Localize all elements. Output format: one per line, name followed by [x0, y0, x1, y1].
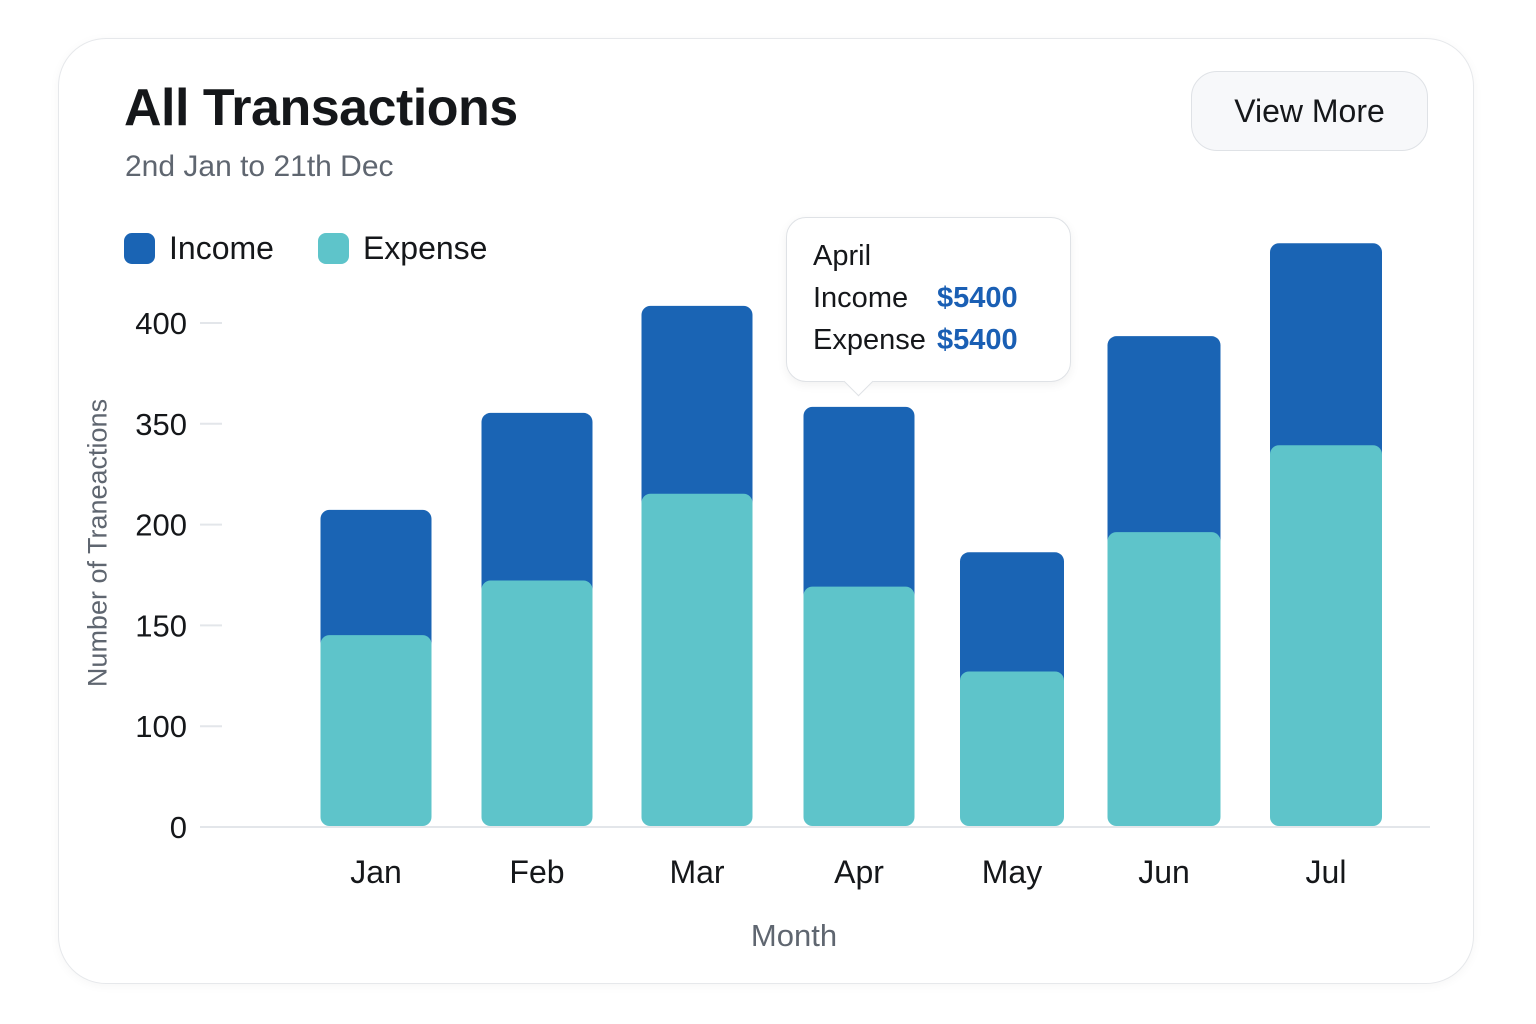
bar-income-jul [1270, 243, 1382, 466]
view-more-button[interactable]: View More [1191, 71, 1428, 151]
bar-income-may [960, 552, 1064, 692]
bar-expense-feb [481, 580, 593, 826]
y-tick-label: 400 [135, 306, 187, 341]
chart-tooltip: April Income $5400 Expense $5400 [786, 217, 1071, 397]
tooltip-expense-value: $5400 [937, 324, 1018, 356]
bar-expense-apr [803, 586, 915, 826]
tooltip-income-value: $5400 [937, 282, 1018, 314]
bar-expense-jun [1107, 532, 1221, 826]
bar-expense-may [960, 671, 1064, 826]
tooltip-expense-label: Expense [813, 324, 926, 356]
bar-income-feb [481, 412, 593, 601]
bar-income-mar [641, 305, 753, 514]
legend-label-expense: Expense [362, 229, 488, 266]
y-axis-title: Number of Traneactions [82, 398, 113, 688]
legend-item-expense[interactable]: Expense [317, 229, 488, 267]
bar-income-apr [803, 406, 915, 607]
bar-expense-mar [641, 493, 753, 826]
card-title: All Transactions [124, 79, 518, 137]
y-tick-label: 0 [170, 810, 187, 845]
card-subtitle: 2nd Jan to 21th Dec [125, 150, 394, 183]
x-tick-label: Jul [1306, 854, 1347, 890]
legend-item-income[interactable]: Income [124, 230, 274, 267]
tooltip-income-label: Income [813, 282, 909, 314]
y-tick-label: 200 [135, 508, 187, 543]
x-tick-label: Feb [509, 854, 564, 890]
x-tick-label: Jun [1138, 854, 1190, 890]
legend-swatch-expense [317, 232, 349, 264]
x-tick-label: Apr [834, 854, 884, 890]
tooltip-month: April [813, 240, 872, 272]
y-tick-label: 150 [135, 608, 187, 643]
bar-expense-jul [1270, 445, 1382, 826]
x-tick-label: Jan [350, 854, 402, 890]
legend-label-income: Income [169, 229, 274, 266]
x-axis-title: Month [750, 918, 838, 953]
chart-legend: Income Expense [124, 228, 531, 268]
y-tick-label: 100 [135, 709, 187, 744]
bar-income-jun [1107, 336, 1221, 553]
bar-expense-jan [320, 635, 432, 826]
legend-swatch-income [124, 232, 155, 264]
bar-income-jan [320, 509, 432, 656]
x-tick-label: May [982, 854, 1042, 890]
x-tick-label: Mar [669, 854, 724, 890]
y-tick-label: 350 [135, 407, 187, 442]
